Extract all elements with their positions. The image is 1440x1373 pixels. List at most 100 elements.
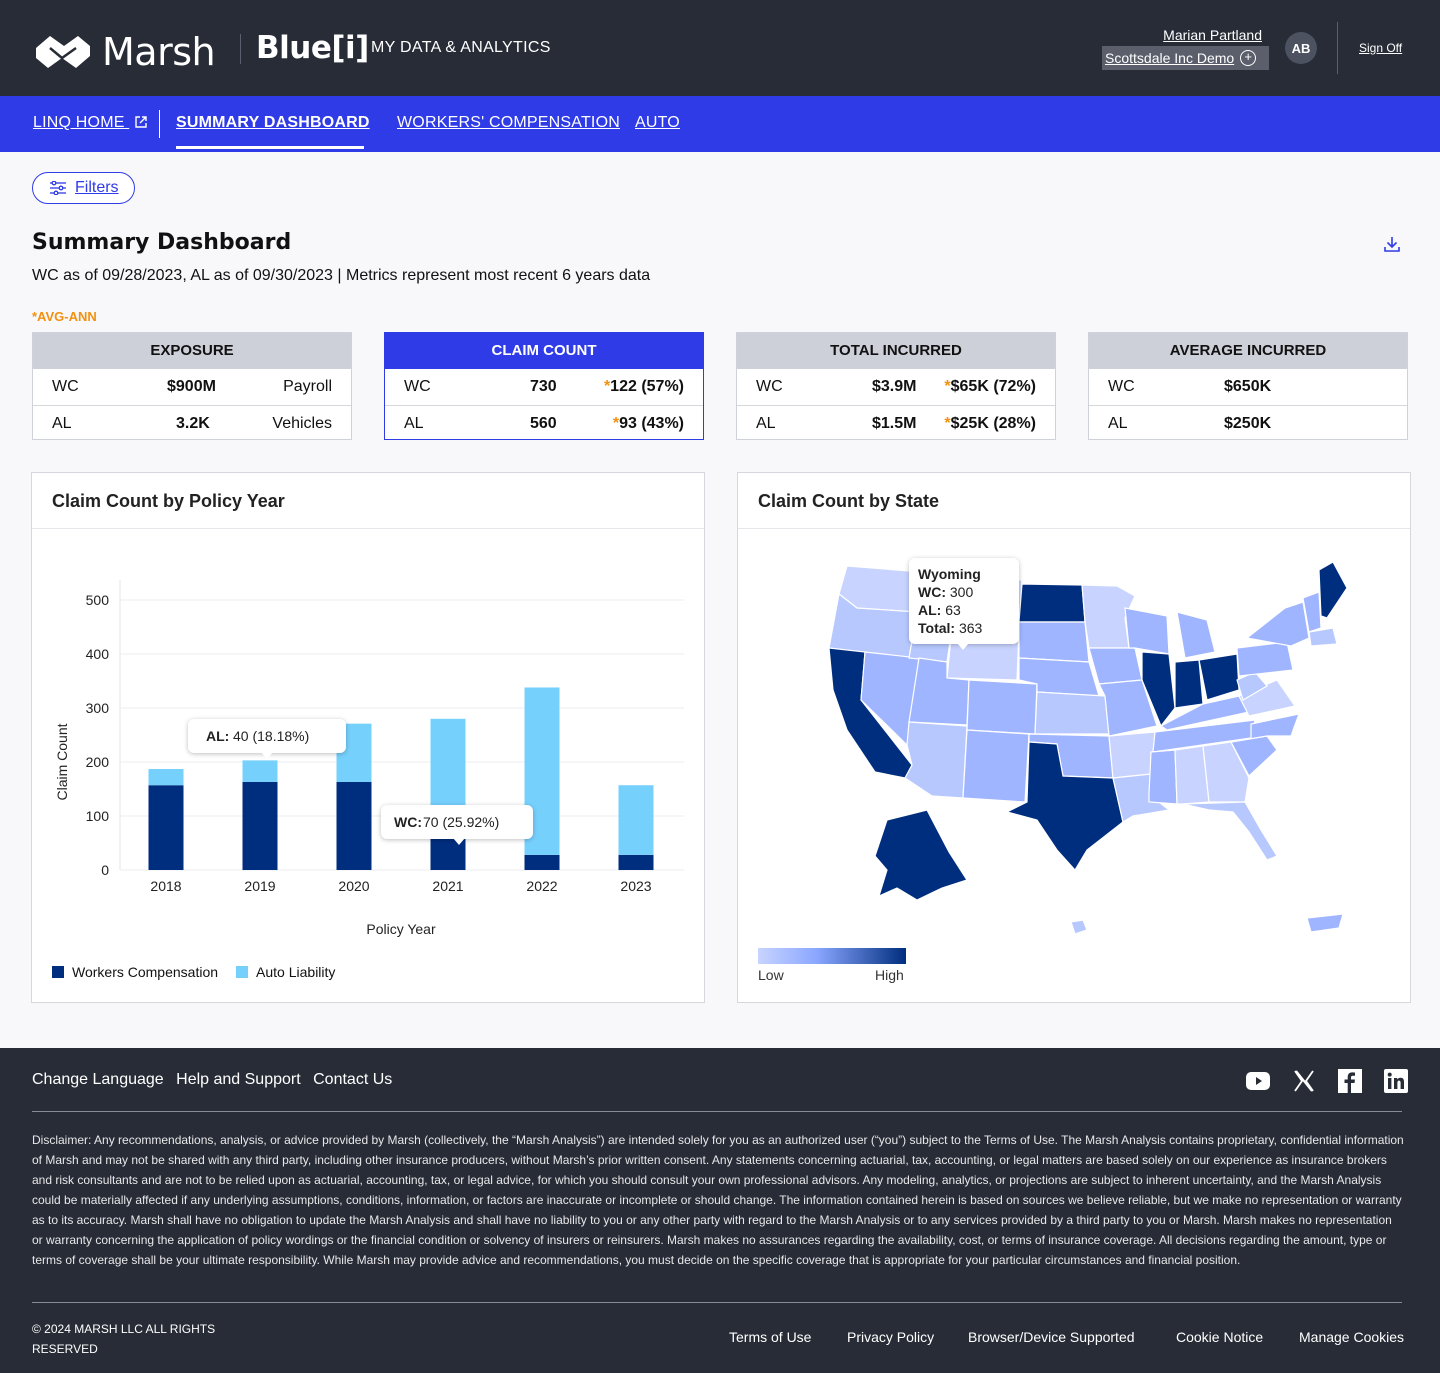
bar-wc[interactable] bbox=[524, 854, 560, 870]
bar-wc[interactable] bbox=[242, 781, 278, 870]
nav-summary-dashboard[interactable]: SUMMARY DASHBOARD bbox=[176, 114, 370, 131]
tooltip-wc-value: 300 bbox=[949, 584, 974, 600]
privacy-policy-link[interactable]: Privacy Policy bbox=[847, 1329, 935, 1345]
kpi-value: 3.2K bbox=[176, 415, 210, 432]
avatar[interactable]: AB bbox=[1285, 32, 1317, 64]
state-indiana[interactable] bbox=[1174, 659, 1204, 709]
state-pennsylvania[interactable] bbox=[1236, 641, 1294, 677]
state-alaska[interactable] bbox=[874, 809, 968, 901]
nav-linq-home[interactable]: LINQ HOME bbox=[33, 114, 147, 132]
y-tick-label: 300 bbox=[86, 700, 110, 716]
kpi-row: AL 560 *93 (43%) bbox=[385, 405, 703, 441]
state-ohio[interactable] bbox=[1198, 653, 1240, 701]
tooltip-total: Total: 363 bbox=[918, 620, 982, 636]
tooltip-caret bbox=[453, 838, 465, 845]
bar-al[interactable] bbox=[242, 760, 278, 782]
state-arkansas[interactable] bbox=[1108, 731, 1156, 779]
state-colorado[interactable] bbox=[966, 679, 1038, 735]
state-kansas[interactable] bbox=[1034, 691, 1110, 735]
kpi-average-incurred[interactable]: AVERAGE INCURRED WC $650K AL $250K bbox=[1088, 332, 1408, 440]
legend-swatch-wc bbox=[52, 966, 64, 978]
panel-divider bbox=[32, 528, 704, 529]
cookie-notice-link[interactable]: Cookie Notice bbox=[1176, 1329, 1264, 1345]
panel-divider bbox=[738, 528, 1410, 529]
kpi-avg: *122 (57%) bbox=[604, 378, 684, 396]
terms-of-use-link[interactable]: Terms of Use bbox=[729, 1329, 812, 1345]
state-maine[interactable] bbox=[1318, 561, 1348, 619]
facebook-icon[interactable] bbox=[1338, 1069, 1362, 1093]
x-tick-label: 2023 bbox=[620, 878, 651, 894]
download-icon[interactable] bbox=[1383, 235, 1401, 253]
tooltip-value: 40 (18.18%) bbox=[233, 728, 310, 744]
state-hawaii[interactable] bbox=[1070, 919, 1088, 935]
state-illinois[interactable] bbox=[1141, 651, 1176, 728]
marsh-logo[interactable]: Marsh bbox=[34, 30, 216, 74]
avg-star: * bbox=[603, 378, 611, 395]
kpi-key: WC bbox=[756, 378, 783, 395]
bar-wc[interactable] bbox=[336, 781, 372, 870]
state-new-mexico[interactable] bbox=[962, 729, 1030, 803]
filters-button[interactable]: Filters bbox=[32, 172, 135, 204]
state-iowa[interactable] bbox=[1088, 647, 1143, 685]
tooltip-label: WC: bbox=[394, 814, 422, 830]
chart-tooltip-wc: WC: 70 (25.92%) bbox=[381, 805, 533, 845]
kpi-key: AL bbox=[52, 415, 72, 432]
state-mississippi[interactable] bbox=[1148, 749, 1178, 805]
state-missouri[interactable] bbox=[1098, 679, 1158, 737]
x-icon[interactable] bbox=[1292, 1069, 1316, 1093]
state-wisconsin[interactable] bbox=[1124, 607, 1170, 655]
youtube-icon[interactable] bbox=[1246, 1069, 1270, 1093]
bar-chart: Claim Count Policy Year 0 100 200 300 400 500… bbox=[54, 580, 684, 937]
state-north-carolina[interactable] bbox=[1230, 713, 1300, 743]
kpi-avg-value: $25K (28%) bbox=[950, 415, 1036, 432]
kpi-key: WC bbox=[404, 378, 431, 395]
kpi-row: AL $250K bbox=[1089, 405, 1407, 441]
kpi-value: $900M bbox=[167, 378, 216, 395]
nav-auto[interactable]: AUTO bbox=[635, 114, 680, 131]
kpi-exposure[interactable]: EXPOSURE WC $900M Payroll AL 3.2K Vehicl… bbox=[32, 332, 352, 440]
state-massachusetts[interactable] bbox=[1308, 627, 1338, 647]
y-axis-label: Claim Count bbox=[54, 723, 70, 800]
scale-high-label: High bbox=[875, 967, 904, 983]
territory-puerto-rico[interactable] bbox=[1306, 913, 1344, 933]
bar-al[interactable] bbox=[618, 785, 654, 855]
kpi-avg: *$65K (72%) bbox=[944, 378, 1036, 396]
kpi-value: 560 bbox=[530, 415, 557, 432]
kpi-key: AL bbox=[756, 415, 776, 432]
change-language-link[interactable]: Change Language bbox=[32, 1071, 164, 1088]
linkedin-icon[interactable] bbox=[1384, 1069, 1408, 1093]
state-south-dakota[interactable] bbox=[1018, 621, 1090, 663]
state-north-dakota[interactable] bbox=[1018, 583, 1086, 623]
kpi-total-incurred[interactable]: TOTAL INCURRED WC $3.9M *$65K (72%) AL $… bbox=[736, 332, 1056, 440]
chart-legend: Workers Compensation Auto Liability bbox=[52, 964, 335, 980]
panel-title: Claim Count by Policy Year bbox=[52, 491, 285, 511]
state-michigan[interactable] bbox=[1176, 611, 1216, 659]
browser-supported-link[interactable]: Browser/Device Supported bbox=[968, 1329, 1135, 1345]
state-arizona[interactable] bbox=[904, 721, 968, 799]
tooltip-wc: WC: 300 bbox=[918, 584, 973, 600]
state-florida[interactable] bbox=[1182, 801, 1278, 861]
help-support-link[interactable]: Help and Support bbox=[176, 1071, 301, 1088]
sign-off-link[interactable]: Sign Off bbox=[1359, 41, 1403, 55]
state-new-york[interactable] bbox=[1245, 601, 1310, 647]
nav-workers-compensation[interactable]: WORKERS' COMPENSATION bbox=[397, 114, 620, 131]
bar-wc[interactable] bbox=[148, 785, 184, 870]
bar-wc[interactable] bbox=[618, 854, 654, 870]
kpi-claim-count[interactable]: CLAIM COUNT WC 730 *122 (57%) AL 560 *93… bbox=[384, 332, 704, 440]
manage-cookies-link[interactable]: Manage Cookies bbox=[1299, 1329, 1405, 1345]
legend-label-al: Auto Liability bbox=[256, 964, 336, 980]
tooltip-total-value: 363 bbox=[958, 620, 983, 636]
main-nav: LINQ HOME SUMMARY DASHBOARD WORKERS' COM… bbox=[0, 96, 1440, 152]
state-georgia[interactable] bbox=[1202, 741, 1250, 803]
sliders-icon bbox=[50, 181, 66, 195]
bar-al[interactable] bbox=[148, 769, 184, 786]
state-texas[interactable] bbox=[1005, 741, 1124, 872]
kpi-total-incurred-title: TOTAL INCURRED bbox=[737, 333, 1055, 369]
legend-swatch-al bbox=[236, 966, 249, 978]
tooltip-al-value: 63 bbox=[945, 602, 961, 618]
client-selector[interactable]: Scottsdale Inc Demo + bbox=[1102, 46, 1269, 70]
contact-us-link[interactable]: Contact Us bbox=[313, 1071, 393, 1088]
x-tick-label: 2022 bbox=[526, 878, 557, 894]
user-name-link[interactable]: Marian Partland bbox=[1163, 27, 1262, 43]
state-vermont-nh[interactable] bbox=[1302, 591, 1322, 633]
